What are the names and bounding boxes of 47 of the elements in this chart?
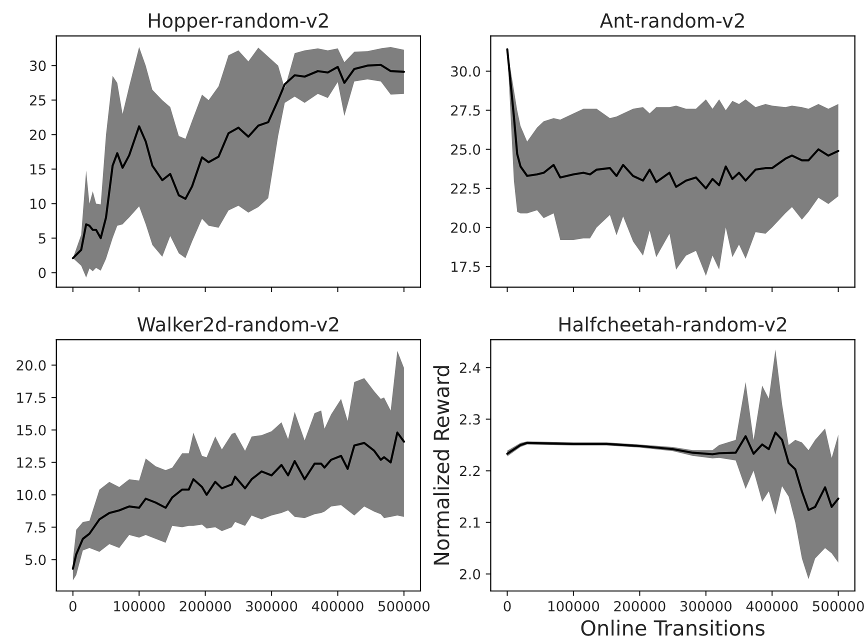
y-tick-label: 10.0 <box>17 490 46 500</box>
line-series <box>72 64 405 260</box>
y-axis-title: Normalized Reward <box>433 366 450 564</box>
x-tick-label: 200000 <box>180 600 231 612</box>
y-tick-label: 15.0 <box>17 424 46 436</box>
y-tick-label: 25 <box>30 95 46 106</box>
x-tick-label: 400000 <box>746 600 798 612</box>
x-axis-title: Online Transitions <box>581 620 764 636</box>
line-series <box>72 432 405 570</box>
y-tick-label: 25.0 <box>451 144 480 155</box>
x-tick-label: 400000 <box>312 600 364 612</box>
chart-title: Hopper-random-v2 <box>148 12 328 32</box>
y-tick-label: 2.2 <box>460 466 480 476</box>
x-tick-label: 300000 <box>680 600 732 612</box>
y-tick-label: 2.1 <box>460 517 480 528</box>
y-tick-label: 20 <box>30 130 46 140</box>
y-tick-label: 27.5 <box>451 105 480 116</box>
y-tick-label: 20.0 <box>16 360 46 371</box>
x-tick-label: 200000 <box>614 600 666 612</box>
y-tick-label: 5.0 <box>26 554 46 566</box>
x-tick-label: 500000 <box>812 600 864 612</box>
chart-title: Ant-random-v2 <box>600 12 744 28</box>
y-tick-label: 5 <box>38 233 46 244</box>
y-tick-label: 30.0 <box>451 66 480 77</box>
x-tick-label: 500000 <box>378 600 430 612</box>
chart-title: Walker2d-random-v2 <box>137 316 338 332</box>
y-tick-label: 12.5 <box>17 457 46 468</box>
y-tick-label: 2.3 <box>460 414 480 425</box>
x-tick-label: 0 <box>69 600 76 612</box>
y-tick-label: 7.5 <box>26 522 46 533</box>
y-tick-label: 20.0 <box>451 222 480 233</box>
y-tick-label: 17.5 <box>17 392 46 404</box>
x-tick-label: 100000 <box>114 600 165 612</box>
y-tick-label: 17.5 <box>452 262 480 272</box>
y-tick-label: 2.0 <box>460 568 480 580</box>
y-tick-label: 10 <box>30 198 46 210</box>
chart-title: Halfcheetah-random-v2 <box>560 316 786 332</box>
x-tick-label: 0 <box>504 600 511 612</box>
y-tick-label: 22.5 <box>451 183 480 194</box>
line-series <box>506 48 840 190</box>
y-tick-label: 15 <box>30 164 46 175</box>
y-tick-label: 2.4 <box>460 362 480 373</box>
line-series <box>506 432 840 512</box>
y-tick-label: 30 <box>30 60 46 72</box>
y-tick-label: 0 <box>38 268 46 278</box>
x-tick-label: 100000 <box>548 600 600 612</box>
x-tick-label: 300000 <box>246 600 298 612</box>
